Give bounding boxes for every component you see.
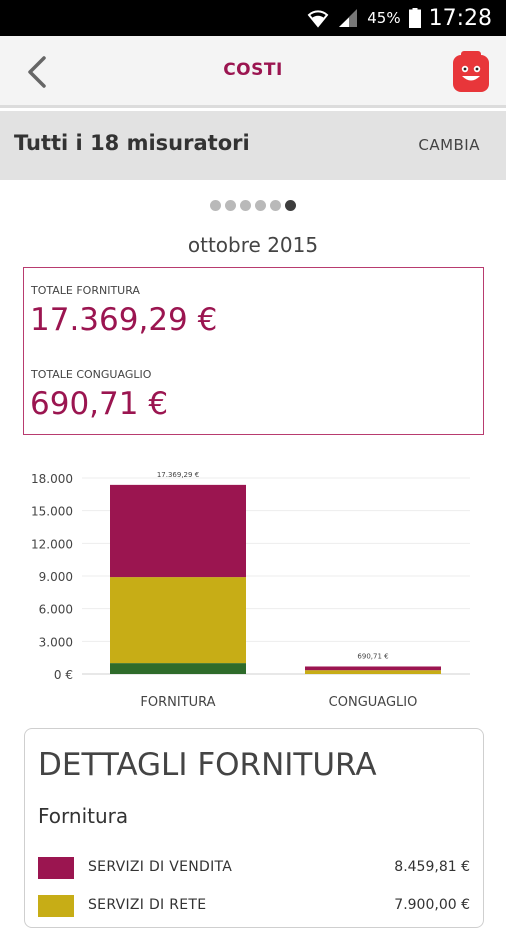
- change-button[interactable]: CAMBIA: [418, 136, 480, 154]
- total-adjustment-label: TOTALE CONGUAGLIO: [31, 368, 152, 381]
- bar-segment: [110, 663, 246, 674]
- period-label: ottobre 2015: [187, 233, 319, 257]
- detail-row-label: SERVIZI DI VENDITA: [88, 859, 233, 875]
- costs-bar-chart: 0 € 3.000 6.000 9.000 12.000 15.000 18.000 17.3…: [31, 471, 470, 710]
- status-icons: 45% 17:28: [307, 0, 492, 36]
- app-bar: COSTI: [0, 36, 506, 108]
- clock: 17:28: [428, 5, 492, 31]
- page-dot[interactable]: [240, 200, 251, 211]
- supply-details-card: DETTAGLI FORNITURA Fornitura SERVIZI DI …: [24, 728, 484, 928]
- details-title: DETTAGLI FORNITURA: [38, 747, 377, 783]
- battery-icon: [408, 8, 421, 28]
- y-tick-label: 3.000: [39, 635, 73, 649]
- detail-row-label: SERVIZI DI RETE: [88, 897, 207, 913]
- legend-swatch: [38, 895, 74, 917]
- total-supply-label: TOTALE FORNITURA: [31, 284, 140, 297]
- detail-row-value: 7.900,00 €: [394, 897, 470, 913]
- meter-selector-bar: Tutti i 18 misuratori CAMBIA: [0, 111, 506, 180]
- page-indicator: [0, 200, 506, 211]
- legend-swatch: [38, 857, 74, 879]
- page-dot[interactable]: [225, 200, 236, 211]
- y-tick-label: 15.000: [31, 505, 73, 519]
- bar-segment: [305, 666, 441, 671]
- bar-segment: [305, 670, 441, 674]
- y-tick-label: 9.000: [39, 570, 73, 584]
- detail-row-value: 8.459,81 €: [394, 859, 470, 875]
- bar-segment: [110, 484, 246, 578]
- meter-count-label: Tutti i 18 misuratori: [14, 131, 250, 155]
- page-dot[interactable]: [210, 200, 221, 211]
- y-tick-label: 0 €: [54, 668, 73, 682]
- wifi-icon: [307, 10, 329, 28]
- signal-icon: [339, 9, 358, 27]
- detail-row: SERVIZI DI VENDITA 8.459,81 €: [38, 857, 470, 881]
- totals-card: TOTALE FORNITURA 17.369,29 € TOTALE CONG…: [23, 267, 484, 435]
- bar-data-label: 17.369,29 €: [157, 471, 199, 479]
- bar-segment: [110, 577, 246, 664]
- bar-data-label: 690,71 €: [357, 652, 388, 660]
- details-subtitle: Fornitura: [38, 804, 129, 828]
- page-dot-active[interactable]: [285, 200, 296, 211]
- x-category-label: FORNITURA: [140, 695, 215, 710]
- back-arrow-icon[interactable]: [20, 52, 56, 92]
- battery-percent: 45%: [367, 9, 401, 27]
- status-bar: 45% 17:28: [0, 0, 506, 36]
- y-tick-label: 18.000: [31, 472, 73, 486]
- page-dot[interactable]: [270, 200, 281, 211]
- page-dot[interactable]: [255, 200, 266, 211]
- total-adjustment-value: 690,71 €: [30, 386, 169, 422]
- detail-row: SERVIZI DI RETE 7.900,00 €: [38, 895, 470, 919]
- mascot-avatar-icon[interactable]: [452, 51, 490, 93]
- y-tick-label: 6.000: [39, 603, 73, 617]
- page-title: COSTI: [223, 60, 283, 80]
- x-category-label: CONGUAGLIO: [329, 695, 418, 710]
- total-supply-value: 17.369,29 €: [30, 302, 218, 338]
- y-tick-label: 12.000: [31, 537, 73, 551]
